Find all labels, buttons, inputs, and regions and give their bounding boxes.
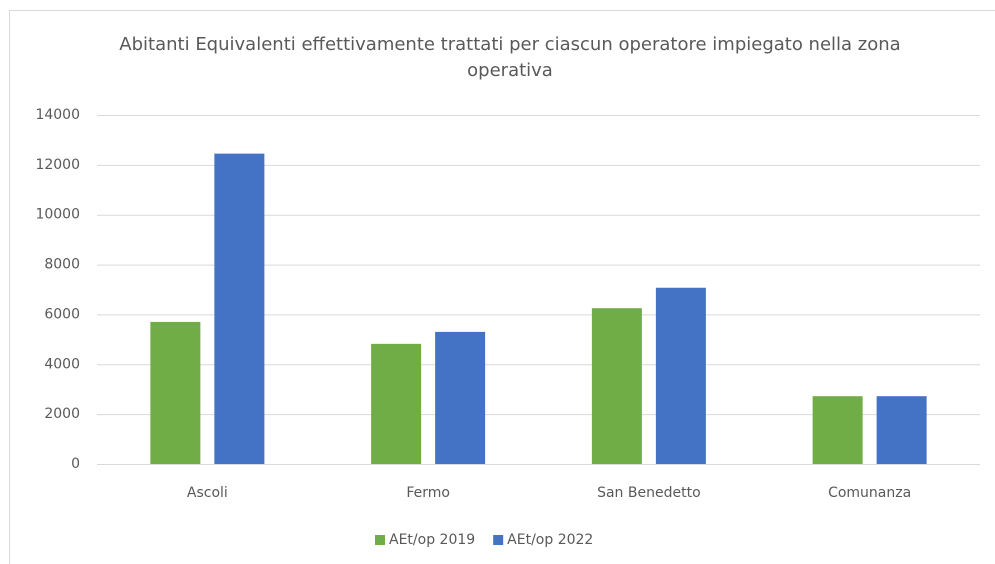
legend-swatch <box>375 535 385 545</box>
y-tick-label: 2000 <box>44 406 80 422</box>
chart-title: Abitanti Equivalenti effettivamente trat… <box>119 34 901 81</box>
bar <box>435 331 486 464</box>
y-tick-label: 4000 <box>44 356 80 372</box>
legend-label: AEt/op 2019 <box>389 532 475 548</box>
x-tick-label: Fermo <box>406 485 450 501</box>
y-tick-label: 10000 <box>35 207 80 223</box>
bar <box>371 343 422 464</box>
bar <box>150 321 201 464</box>
bar <box>876 396 927 464</box>
bar <box>812 396 863 464</box>
y-tick-label: 8000 <box>44 257 80 273</box>
x-tick-label: San Benedetto <box>597 485 701 501</box>
y-tick-label: 14000 <box>35 107 80 123</box>
bar <box>591 308 642 464</box>
y-tick-label: 0 <box>71 456 80 472</box>
legend-swatch <box>493 535 504 545</box>
legend-label: AEt/op 2022 <box>507 532 593 548</box>
bar <box>655 287 706 464</box>
y-tick-label: 12000 <box>35 157 80 173</box>
y-tick-label: 6000 <box>44 306 80 322</box>
chart-frame <box>9 10 995 564</box>
x-tick-label: Ascoli <box>187 485 228 501</box>
bar <box>214 153 265 464</box>
x-tick-label: Comunanza <box>828 485 911 501</box>
